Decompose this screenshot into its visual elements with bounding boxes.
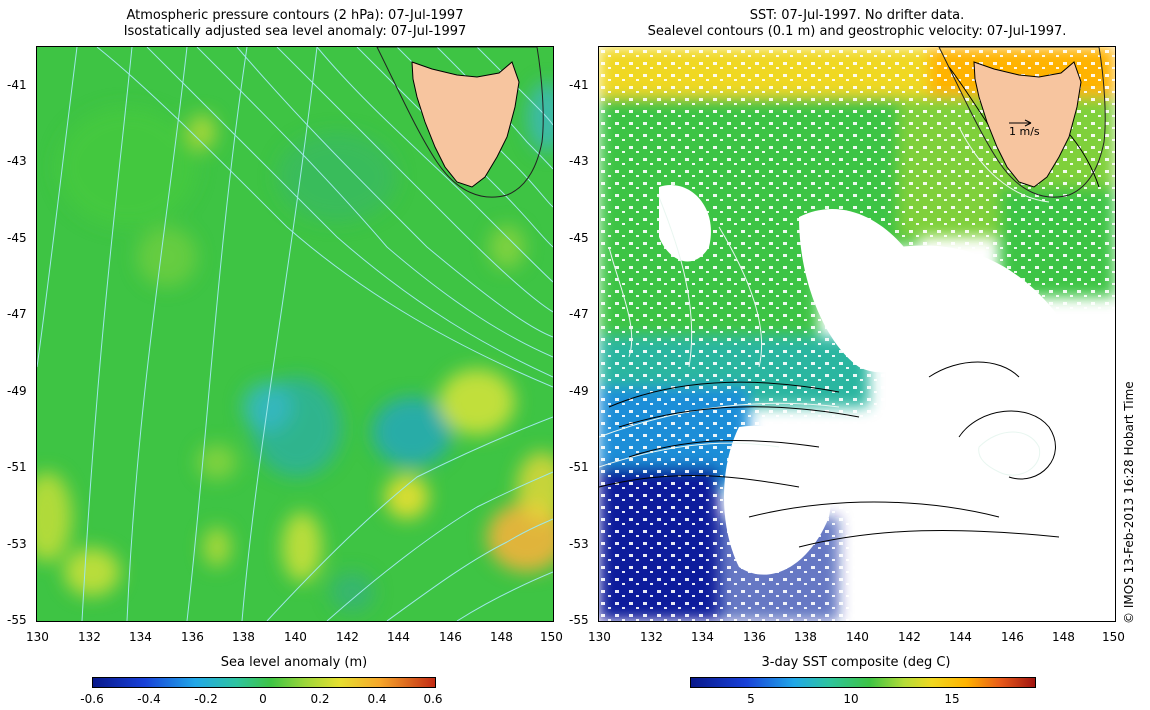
sealevel-contours: [599, 126, 1050, 476]
sst-map: 1 m/s: [598, 46, 1116, 622]
sla-colorbar-title: Sea level anomaly (m): [220, 655, 368, 670]
sla-colorbar-tick: -0.4: [137, 692, 161, 706]
sst-colorbar-tick: 15: [944, 692, 960, 706]
right-x-tick: 132: [640, 630, 663, 644]
left-title: Atmospheric pressure contours (2 hPa): 0…: [36, 8, 554, 40]
sst-colorbar-tick: 10: [843, 692, 859, 706]
left-x-tick: 130: [26, 630, 49, 644]
sla-anomaly-blobs: [37, 82, 553, 612]
left-x-tick: 144: [387, 630, 410, 644]
left-x-tick: 140: [284, 630, 307, 644]
sla-colorbar-tick: 0.2: [310, 692, 330, 706]
right-y-tick: -55: [569, 613, 589, 627]
sla-colorbar: [92, 677, 436, 688]
geostrophic-velocity-arrows: [599, 66, 1100, 548]
sst-colorbar: [690, 677, 1036, 688]
right-x-tick: 150: [1102, 630, 1125, 644]
right-x-tick: 148: [1052, 630, 1075, 644]
imos-credit: © IMOS 13-Feb-2013 16:28 Hobart Time: [1122, 381, 1136, 624]
right-y-tick: -51: [569, 460, 589, 474]
left-x-tick: 142: [336, 630, 359, 644]
left-x-tick: 148: [490, 630, 513, 644]
right-y-tick: -53: [569, 537, 589, 551]
left-y-tick: -45: [7, 231, 27, 245]
right-x-tick: 136: [743, 630, 766, 644]
right-y-tick: -47: [569, 307, 589, 321]
left-x-tick: 146: [439, 630, 462, 644]
right-y-tick: -43: [569, 154, 589, 168]
left-y-tick: -41: [7, 78, 27, 92]
left-y-tick: -47: [7, 307, 27, 321]
left-title-line2: Isostatically adjusted sea level anomaly…: [123, 24, 467, 39]
left-x-tick: 134: [129, 630, 152, 644]
left-y-tick: -49: [7, 384, 27, 398]
velocity-scale-arrow: [1009, 119, 1032, 127]
right-title-line1: SST: 07-Jul-1997. No drifter data.: [749, 8, 965, 23]
left-y-tick: -43: [7, 154, 27, 168]
right-x-tick: 140: [846, 630, 869, 644]
right-title-line2: Sealevel contours (0.1 m) and geostrophi…: [647, 24, 1067, 39]
left-y-tick: -51: [7, 460, 27, 474]
right-y-tick: -41: [569, 78, 589, 92]
sst-colorbar-title: 3-day SST composite (deg C): [761, 655, 951, 670]
sla-colorbar-tick: 0: [259, 692, 267, 706]
right-y-tick: -45: [569, 231, 589, 245]
velocity-scale-label: 1 m/s: [1009, 125, 1040, 138]
sst-colorbar-tick: 5: [747, 692, 755, 706]
right-x-tick: 138: [794, 630, 817, 644]
sea-level-anomaly-map: [36, 46, 554, 622]
sst-plot: [599, 47, 1115, 621]
sla-colorbar-tick: 0.6: [423, 692, 443, 706]
right-x-tick: 130: [588, 630, 611, 644]
left-y-tick: -55: [7, 613, 27, 627]
left-x-tick: 132: [78, 630, 101, 644]
cloud-mask: [659, 185, 1115, 621]
right-x-tick: 134: [691, 630, 714, 644]
right-y-tick: -49: [569, 384, 589, 398]
left-x-tick: 138: [232, 630, 255, 644]
sea-level-anomaly-plot: [37, 47, 553, 621]
right-title: SST: 07-Jul-1997. No drifter data. Seale…: [598, 8, 1116, 40]
right-x-tick: 146: [1001, 630, 1024, 644]
sla-colorbar-tick: -0.6: [80, 692, 104, 706]
right-x-tick: 142: [898, 630, 921, 644]
left-y-tick: -53: [7, 537, 27, 551]
left-x-tick: 150: [540, 630, 563, 644]
left-title-line1: Atmospheric pressure contours (2 hPa): 0…: [126, 8, 464, 23]
right-x-tick: 144: [949, 630, 972, 644]
sla-colorbar-tick: -0.2: [194, 692, 218, 706]
tasmania-landmass-left: [376, 47, 544, 198]
sla-colorbar-tick: 0.4: [367, 692, 387, 706]
left-x-tick: 136: [181, 630, 204, 644]
